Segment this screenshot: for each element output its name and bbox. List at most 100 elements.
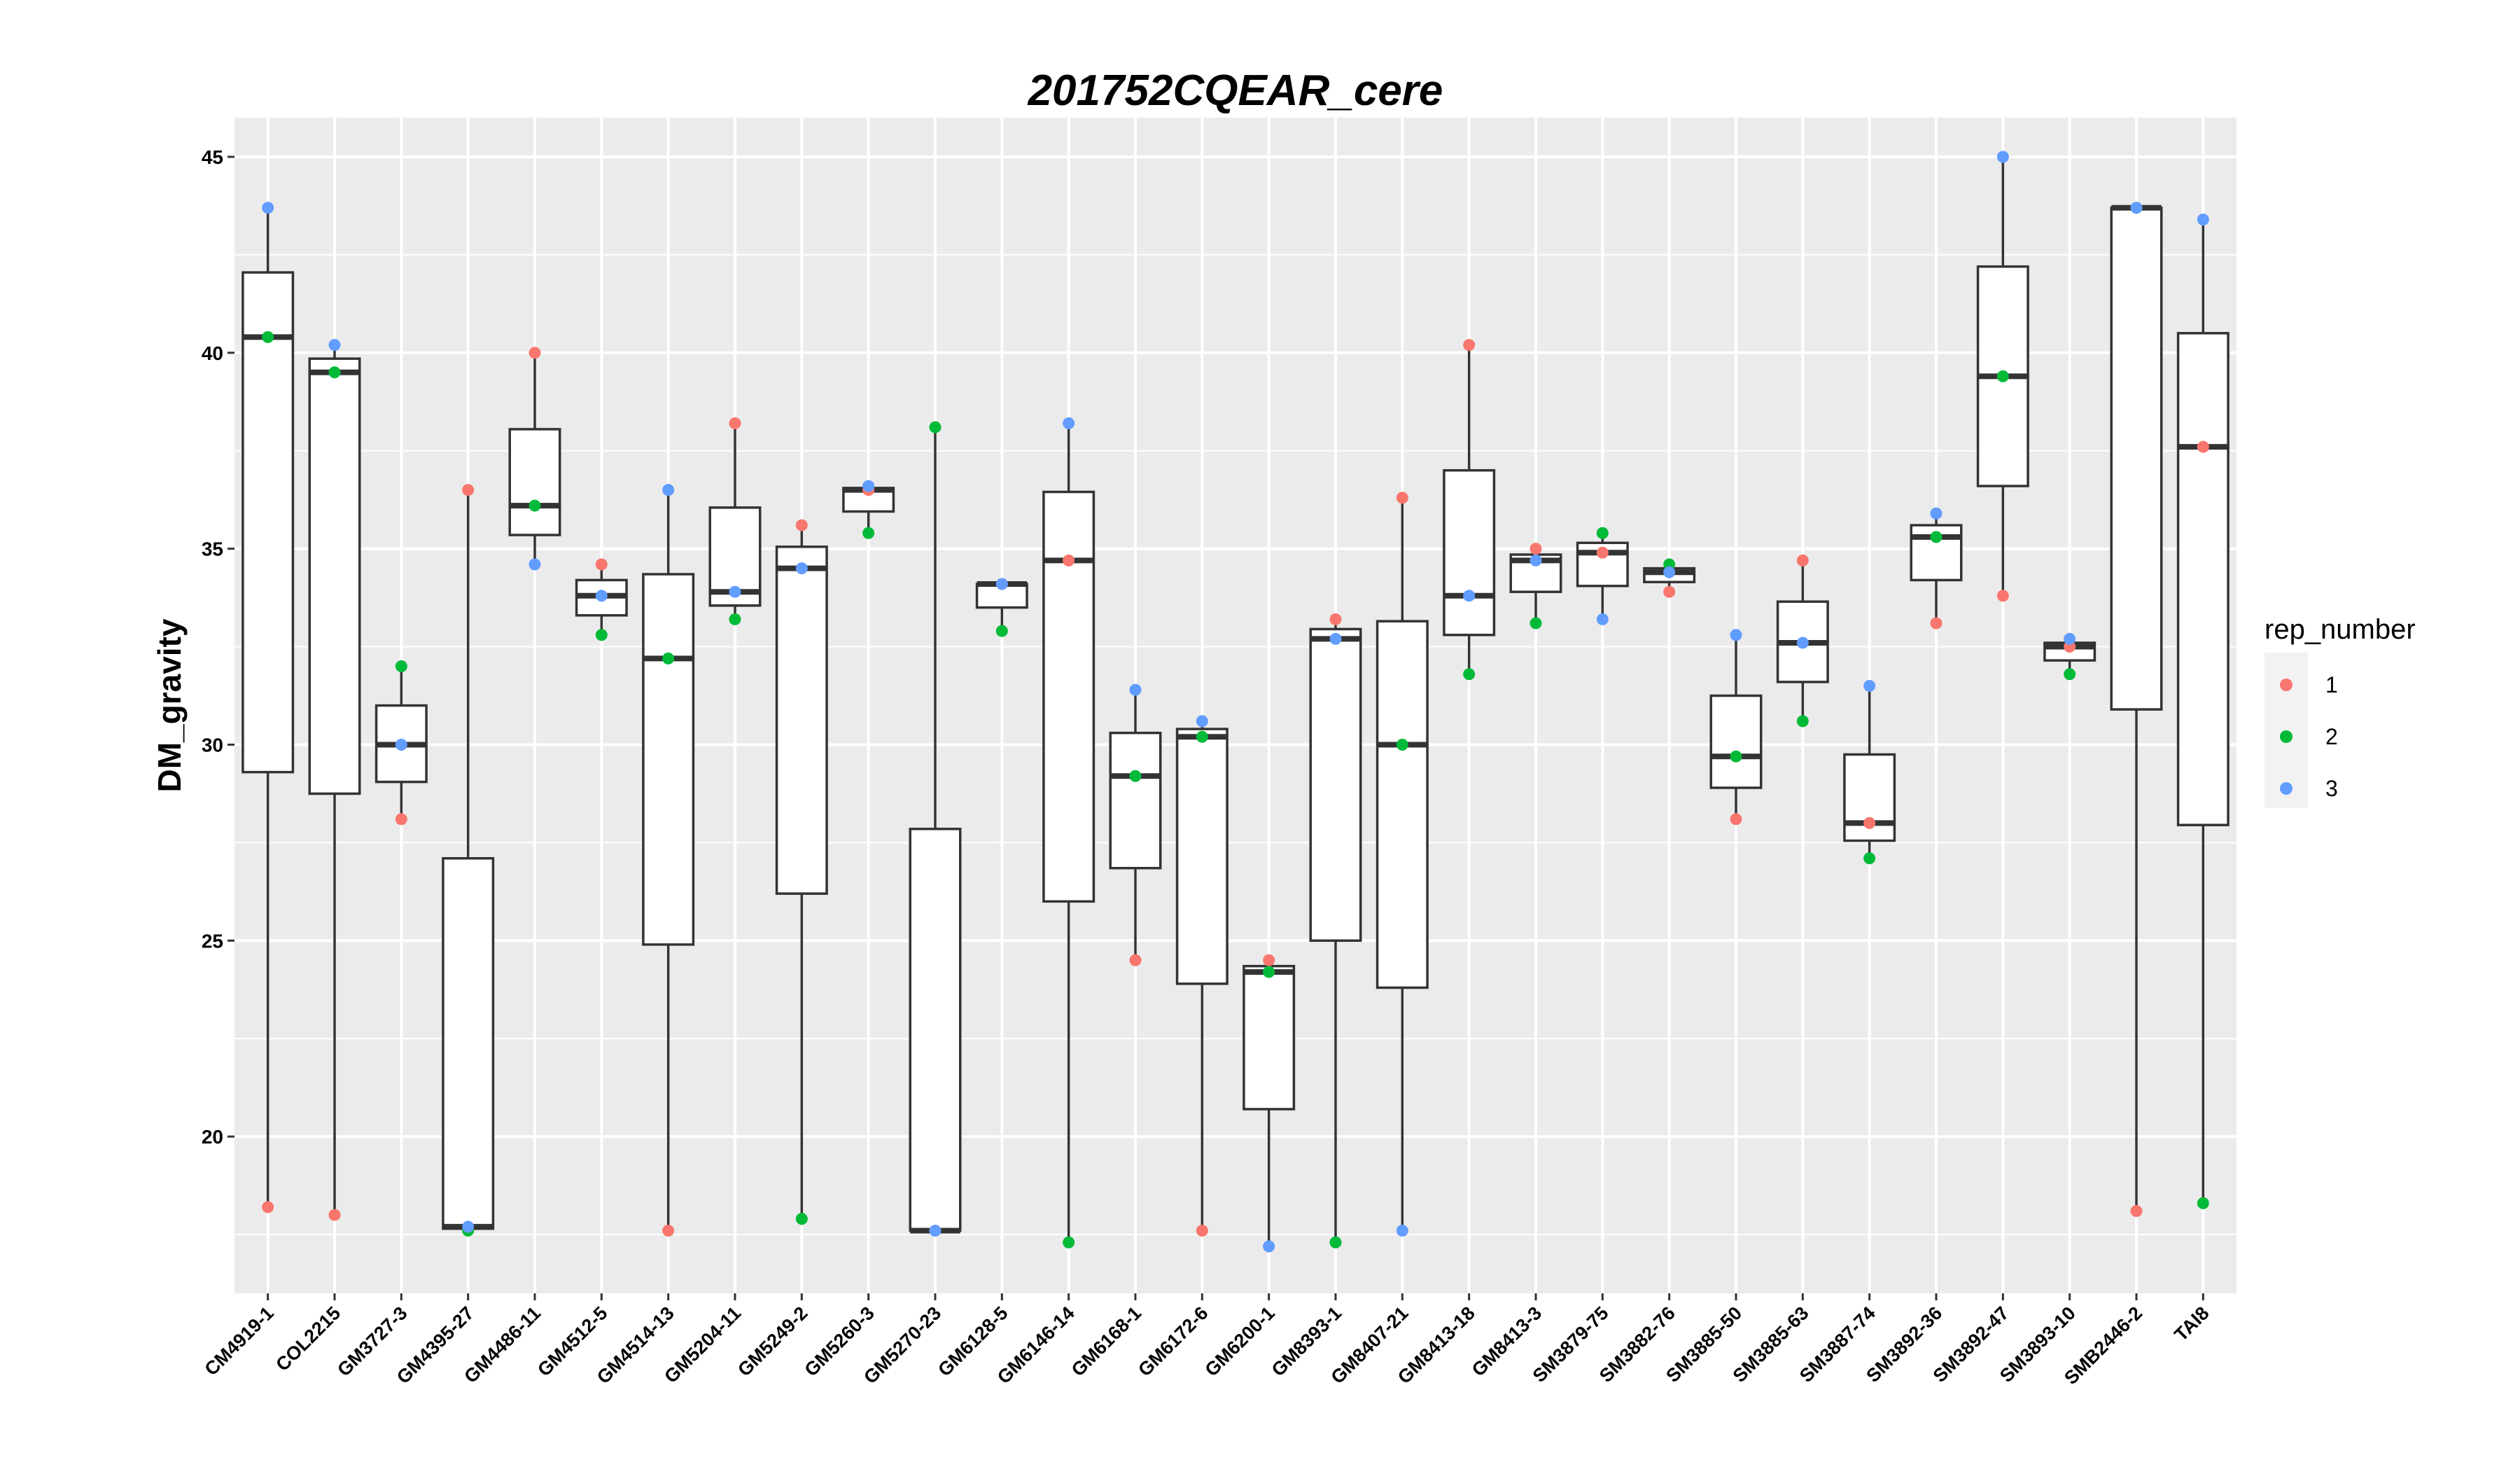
point-rep3-GM8413-18 (1463, 590, 1476, 602)
box-iqr (1309, 627, 1362, 943)
point-rep1-GM6146-14 (1063, 554, 1075, 566)
point-rep3-GM5204-11 (729, 585, 741, 598)
point-rep2-SM3887-74 (1863, 852, 1876, 865)
point-rep2-GM5260-3 (862, 527, 875, 539)
point-rep2-GM5270-23 (929, 421, 941, 433)
point-rep1-GM8393-1 (1329, 613, 1342, 625)
point-rep2-GM6146-14 (1063, 1236, 1075, 1249)
point-rep2-SM3892-36 (1930, 531, 1942, 543)
point-rep1-GM3727-3 (395, 813, 407, 826)
box-GM4514-13 (642, 489, 695, 1231)
point-rep3-GM6146-14 (1063, 417, 1075, 430)
data-points (262, 151, 2209, 1253)
box-iqr (1109, 731, 1162, 870)
x-tick-label: GM5249-2 (734, 1302, 811, 1380)
point-rep1-GM4395-27 (462, 484, 475, 496)
box-iqr (308, 357, 361, 795)
box-GM4486-11 (508, 352, 561, 565)
x-tick-label: GM6168-1 (1068, 1302, 1145, 1380)
point-rep2-GM8413-3 (1530, 617, 1542, 630)
point-rep2-GM8407-21 (1396, 738, 1408, 751)
x-tick-label: GM6200-1 (1200, 1302, 1278, 1380)
point-rep2-GM6200-1 (1263, 966, 1275, 978)
box-iqr (442, 857, 495, 1230)
point-rep3-TAI8 (2197, 214, 2209, 226)
point-rep2-SM3885-63 (1796, 715, 1809, 728)
point-rep3-SM3892-36 (1930, 507, 1942, 520)
point-rep1-SM3885-50 (1730, 813, 1742, 826)
plot-panel (234, 118, 2236, 1293)
point-rep2-GM8413-18 (1463, 668, 1476, 681)
point-rep2-SM3893-10 (2064, 668, 2076, 681)
point-rep1-GM5249-2 (795, 519, 808, 531)
box-GM6172-6 (1175, 721, 1228, 1231)
point-rep1-CM4919-1 (262, 1201, 274, 1214)
point-rep2-GM4514-13 (662, 652, 675, 665)
box-CM4919-1 (241, 207, 295, 1207)
point-rep1-GM8413-18 (1463, 339, 1476, 352)
point-rep1-GM6168-1 (1129, 954, 1142, 966)
point-rep1-SM3887-74 (1863, 816, 1876, 829)
point-rep3-SM3885-50 (1730, 629, 1742, 641)
point-rep1-GM4512-5 (595, 558, 608, 571)
point-rep1-COL2215 (328, 1209, 341, 1221)
point-rep2-GM6128-5 (995, 625, 1008, 637)
point-rep1-TAI8 (2197, 440, 2209, 453)
point-rep1-GM6200-1 (1263, 954, 1275, 966)
point-rep3-GM6168-1 (1129, 683, 1142, 696)
point-rep2-GM4512-5 (595, 629, 608, 641)
point-rep2-GM6172-6 (1196, 730, 1208, 743)
point-rep1-GM5204-11 (729, 417, 741, 430)
x-axis: CM4919-1COL2215GM3727-3GM4395-27GM4486-1… (201, 1293, 2213, 1389)
box-GM5260-3 (842, 486, 895, 534)
point-rep1-SM3892-36 (1930, 617, 1942, 630)
point-rep3-GM5270-23 (929, 1224, 941, 1237)
box-iqr (1376, 620, 1429, 989)
y-tick-label: 35 (202, 538, 223, 560)
point-rep3-GM8407-21 (1396, 1224, 1408, 1237)
box-GM6168-1 (1109, 690, 1162, 961)
y-tick-label: 25 (202, 930, 223, 952)
box-SM3885-63 (1776, 560, 1829, 721)
point-rep2-GM5249-2 (795, 1213, 808, 1225)
legend-label-rep2: 2 (2325, 724, 2338, 749)
box-SM3879-75 (1576, 533, 1629, 620)
box-GM8407-21 (1376, 497, 1429, 1231)
y-tick-label: 40 (202, 342, 223, 364)
box-iqr (909, 828, 962, 1232)
point-rep3-SM3882-76 (1663, 566, 1676, 578)
point-rep2-CM4919-1 (262, 331, 274, 343)
legend-label-rep1: 1 (2325, 672, 2338, 697)
gridlines (234, 118, 2236, 1293)
point-rep3-GM6172-6 (1196, 715, 1208, 728)
y-tick-label: 30 (202, 734, 223, 756)
point-rep1-SMB2446-2 (2130, 1204, 2143, 1217)
box-COL2215 (308, 345, 361, 1216)
box-iqr (642, 573, 695, 946)
box-iqr (1042, 490, 1096, 903)
point-rep1-SM3885-63 (1796, 554, 1809, 566)
point-rep3-GM4512-5 (595, 590, 608, 602)
point-rep3-SM3879-75 (1596, 613, 1609, 625)
box-GM6200-1 (1242, 960, 1296, 1246)
point-rep3-SM3885-63 (1796, 637, 1809, 649)
point-rep1-GM4514-13 (662, 1224, 675, 1237)
box-SMB2446-2 (2110, 204, 2163, 1211)
legend-title: rep_number (2264, 614, 2416, 645)
box-iqr (775, 545, 828, 895)
box-iqr (1242, 964, 1296, 1111)
box-iqr (1709, 694, 1763, 789)
point-rep2-GM4486-11 (528, 499, 541, 512)
point-rep1-GM6172-6 (1196, 1224, 1208, 1237)
x-tick-label: CM4919-1 (201, 1302, 278, 1379)
point-rep2-COL2215 (328, 366, 341, 379)
point-rep3-GM6128-5 (995, 578, 1008, 590)
box-iqr (2110, 206, 2163, 711)
box-iqr (508, 428, 561, 536)
point-rep1-GM8407-21 (1396, 492, 1408, 504)
box-GM8413-18 (1443, 345, 1496, 674)
point-rep1-SM3882-76 (1663, 585, 1676, 598)
legend-key-rep2 (2280, 730, 2292, 743)
